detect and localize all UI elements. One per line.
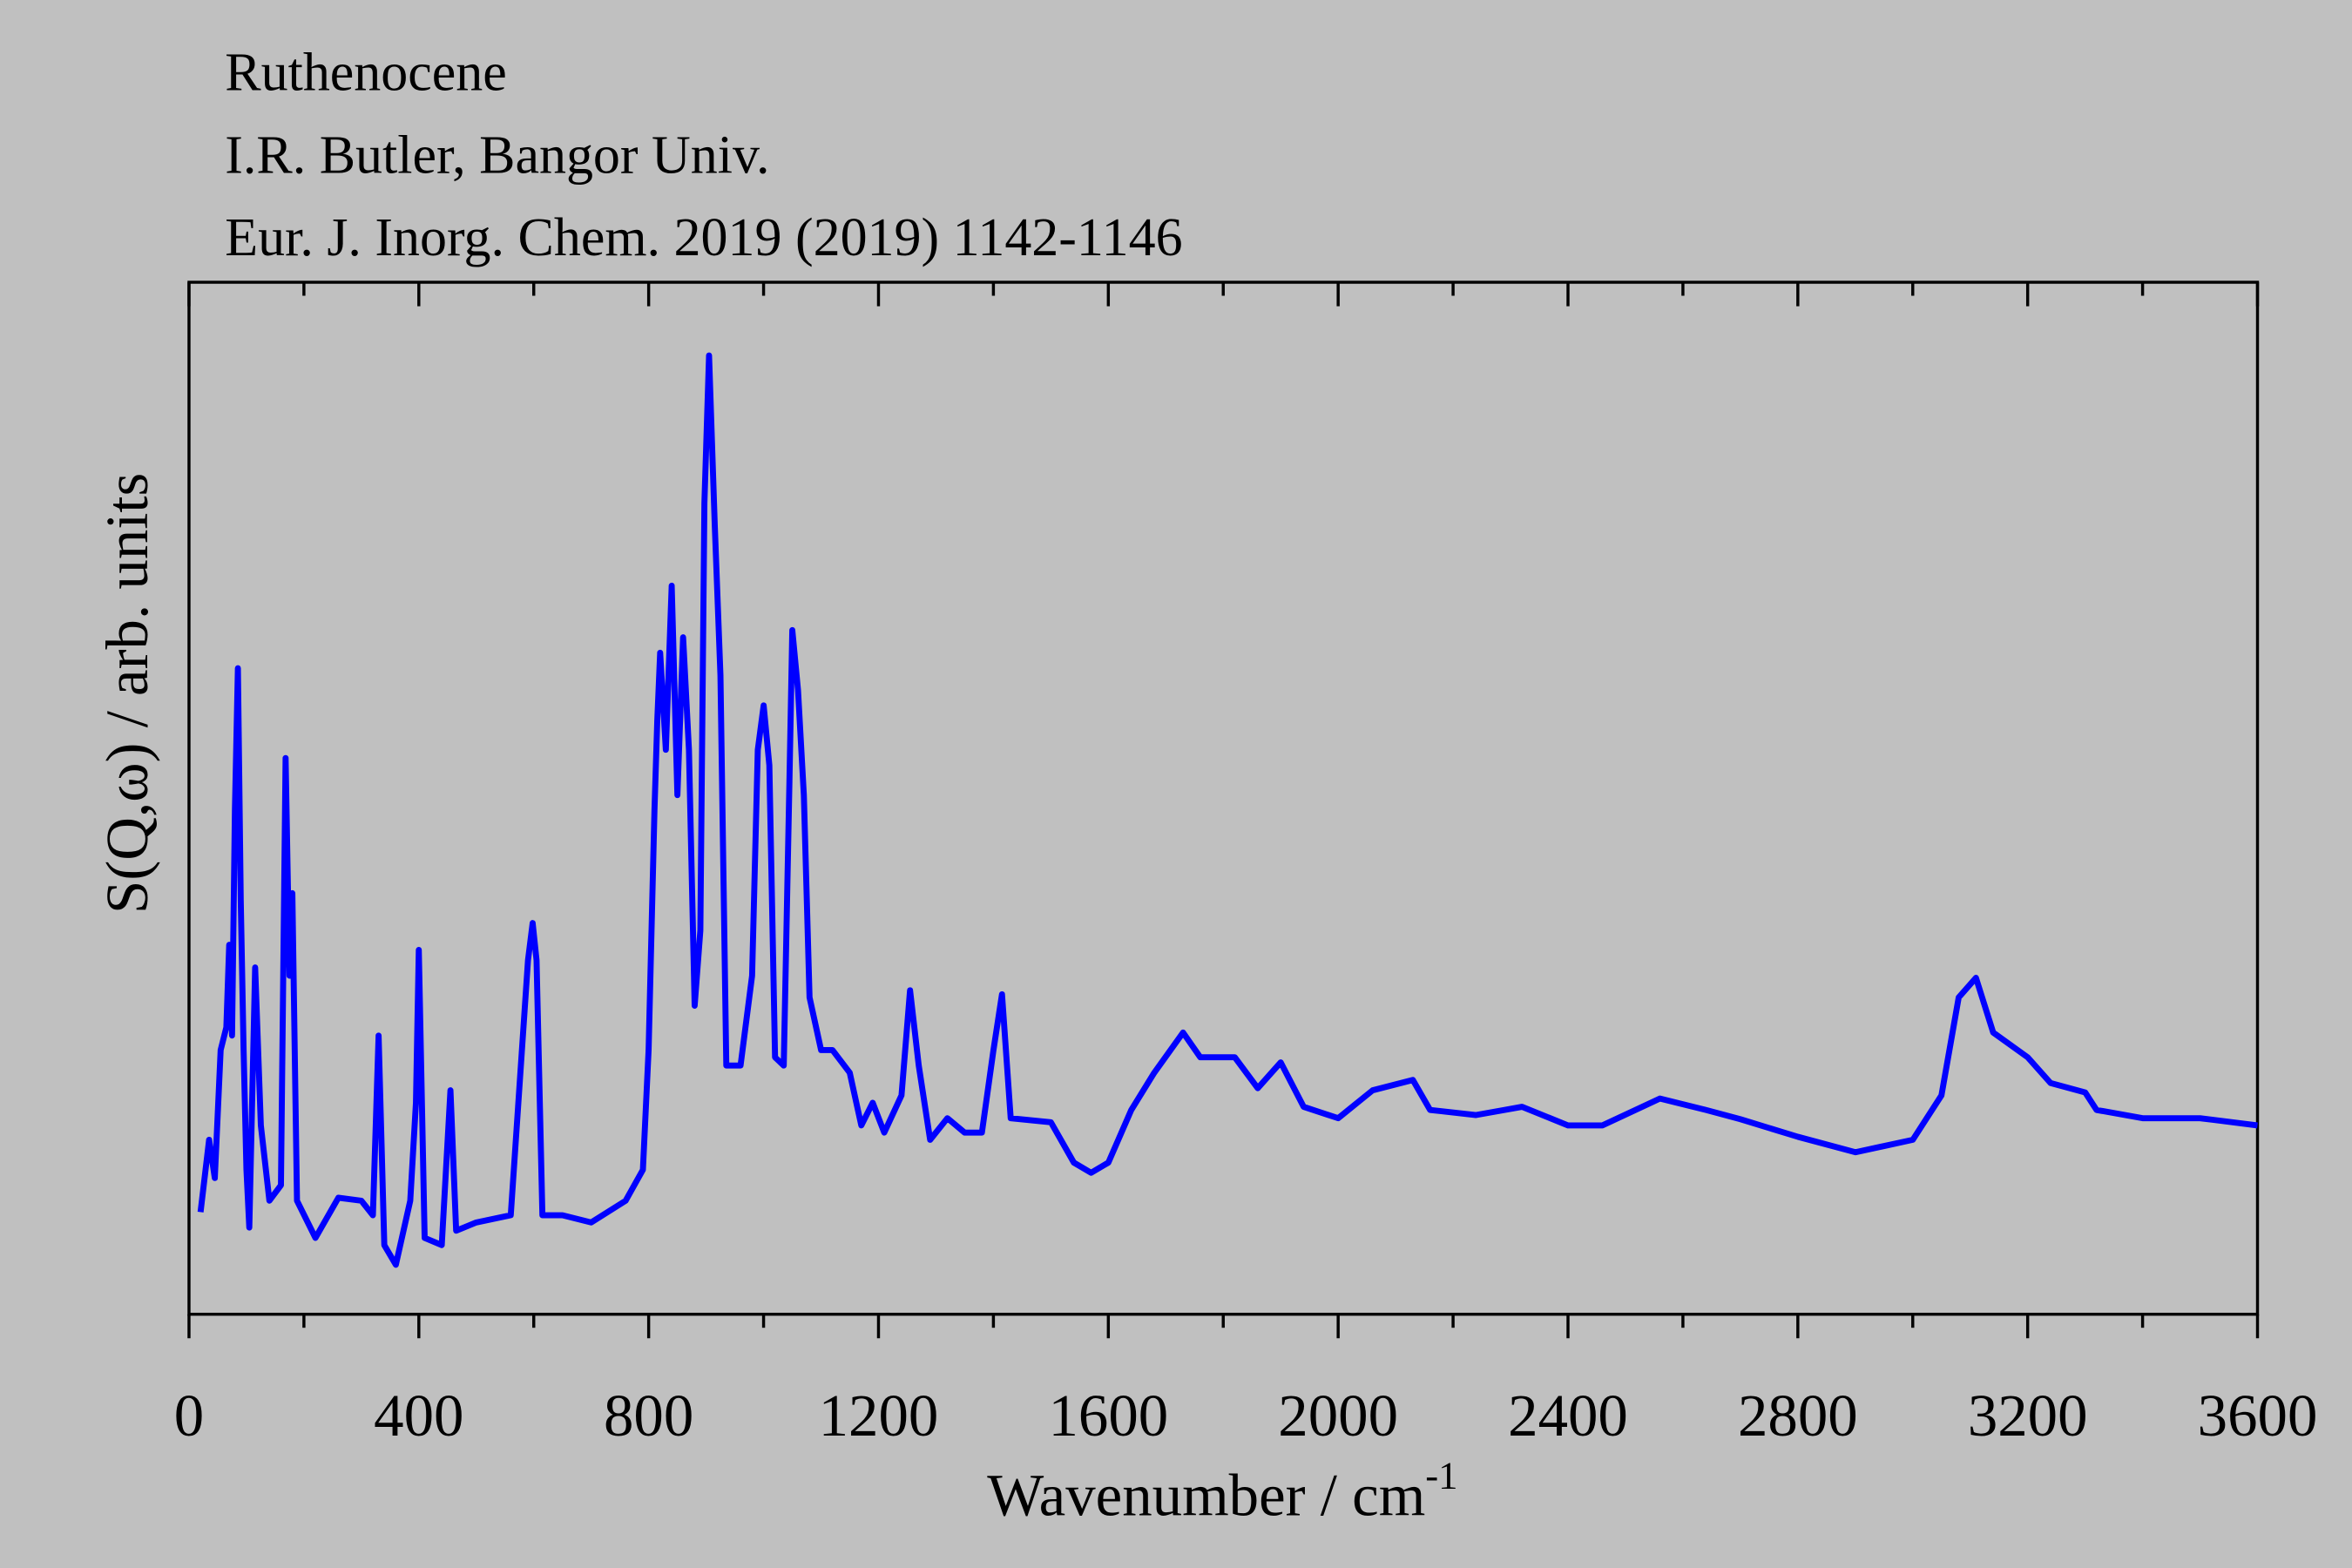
chart-reference: Eur. J. Inorg. Chem. 2019 (2019) 1142-11… [225, 208, 1182, 267]
x-tick-label: 1600 [1048, 1382, 1168, 1449]
x-tick-label: 800 [604, 1382, 693, 1449]
x-tick-label: 1200 [819, 1382, 939, 1449]
x-tick-label: 3600 [2198, 1382, 2318, 1449]
x-tick-label: 3200 [1968, 1382, 2088, 1449]
chart-subtitle: I.R. Butler, Bangor Univ. [225, 125, 769, 185]
y-axis-label: S(Q,ω) / arb. units [94, 473, 160, 914]
x-tick-label: 2800 [1738, 1382, 1858, 1449]
x-tick-label: 400 [374, 1382, 463, 1449]
spectrum-line [197, 352, 2258, 1268]
x-axis-label-main: Wavenumber / cm [987, 1462, 1425, 1528]
x-axis-label-superscript: -1 [1425, 1453, 1457, 1497]
x-axis-label: Wavenumber / cm-1 [987, 1453, 1457, 1528]
chart-title: Ruthenocene [225, 44, 507, 103]
x-tick-label: 0 [174, 1382, 204, 1449]
x-tick-label: 2400 [1508, 1382, 1628, 1449]
x-tick-label: 2000 [1278, 1382, 1398, 1449]
